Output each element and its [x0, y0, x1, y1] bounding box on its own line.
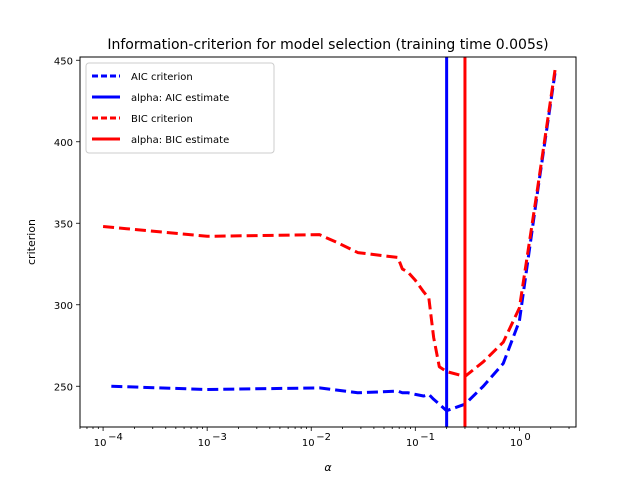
x-tick-exponent: −2: [316, 432, 331, 443]
y-tick-label: 300: [54, 301, 73, 312]
x-tick-exponent: −1: [420, 432, 435, 443]
x-axis-label: α: [324, 461, 332, 474]
legend-box: [85, 62, 275, 154]
y-axis-label: criterion: [25, 219, 38, 265]
legend-label: BIC criterion: [131, 114, 193, 125]
series-layer: [102, 57, 557, 427]
x-tick-label: 10: [302, 438, 315, 449]
legend-label: alpha: BIC estimate: [131, 135, 229, 146]
y-tick-label: 250: [54, 382, 73, 393]
plot-frame: [79, 56, 577, 428]
chart-title: Information-criterion for model selectio…: [107, 37, 548, 53]
x-tick-exponent: 0: [524, 432, 530, 443]
y-tick-label: 400: [54, 138, 73, 149]
x-tick-exponent: −4: [108, 432, 123, 443]
x-tick-label: 10: [94, 438, 107, 449]
x-tick-label: 10: [510, 438, 523, 449]
legend-label: alpha: AIC estimate: [131, 93, 229, 104]
legend: AIC criterion alpha: AIC estimate BIC crit…: [85, 62, 275, 154]
x-tick-label: 10: [198, 438, 211, 449]
series-2-line: [102, 69, 557, 378]
legend-label: AIC criterion: [131, 72, 193, 83]
y-tick-label: 450: [54, 56, 73, 67]
x-tick-label: 10: [406, 438, 419, 449]
y-tick-label: 350: [54, 219, 73, 230]
y-axis: 250 300 350 400 450: [54, 56, 80, 393]
x-tick-exponent: −3: [212, 432, 227, 443]
series-0-line: [111, 73, 557, 413]
